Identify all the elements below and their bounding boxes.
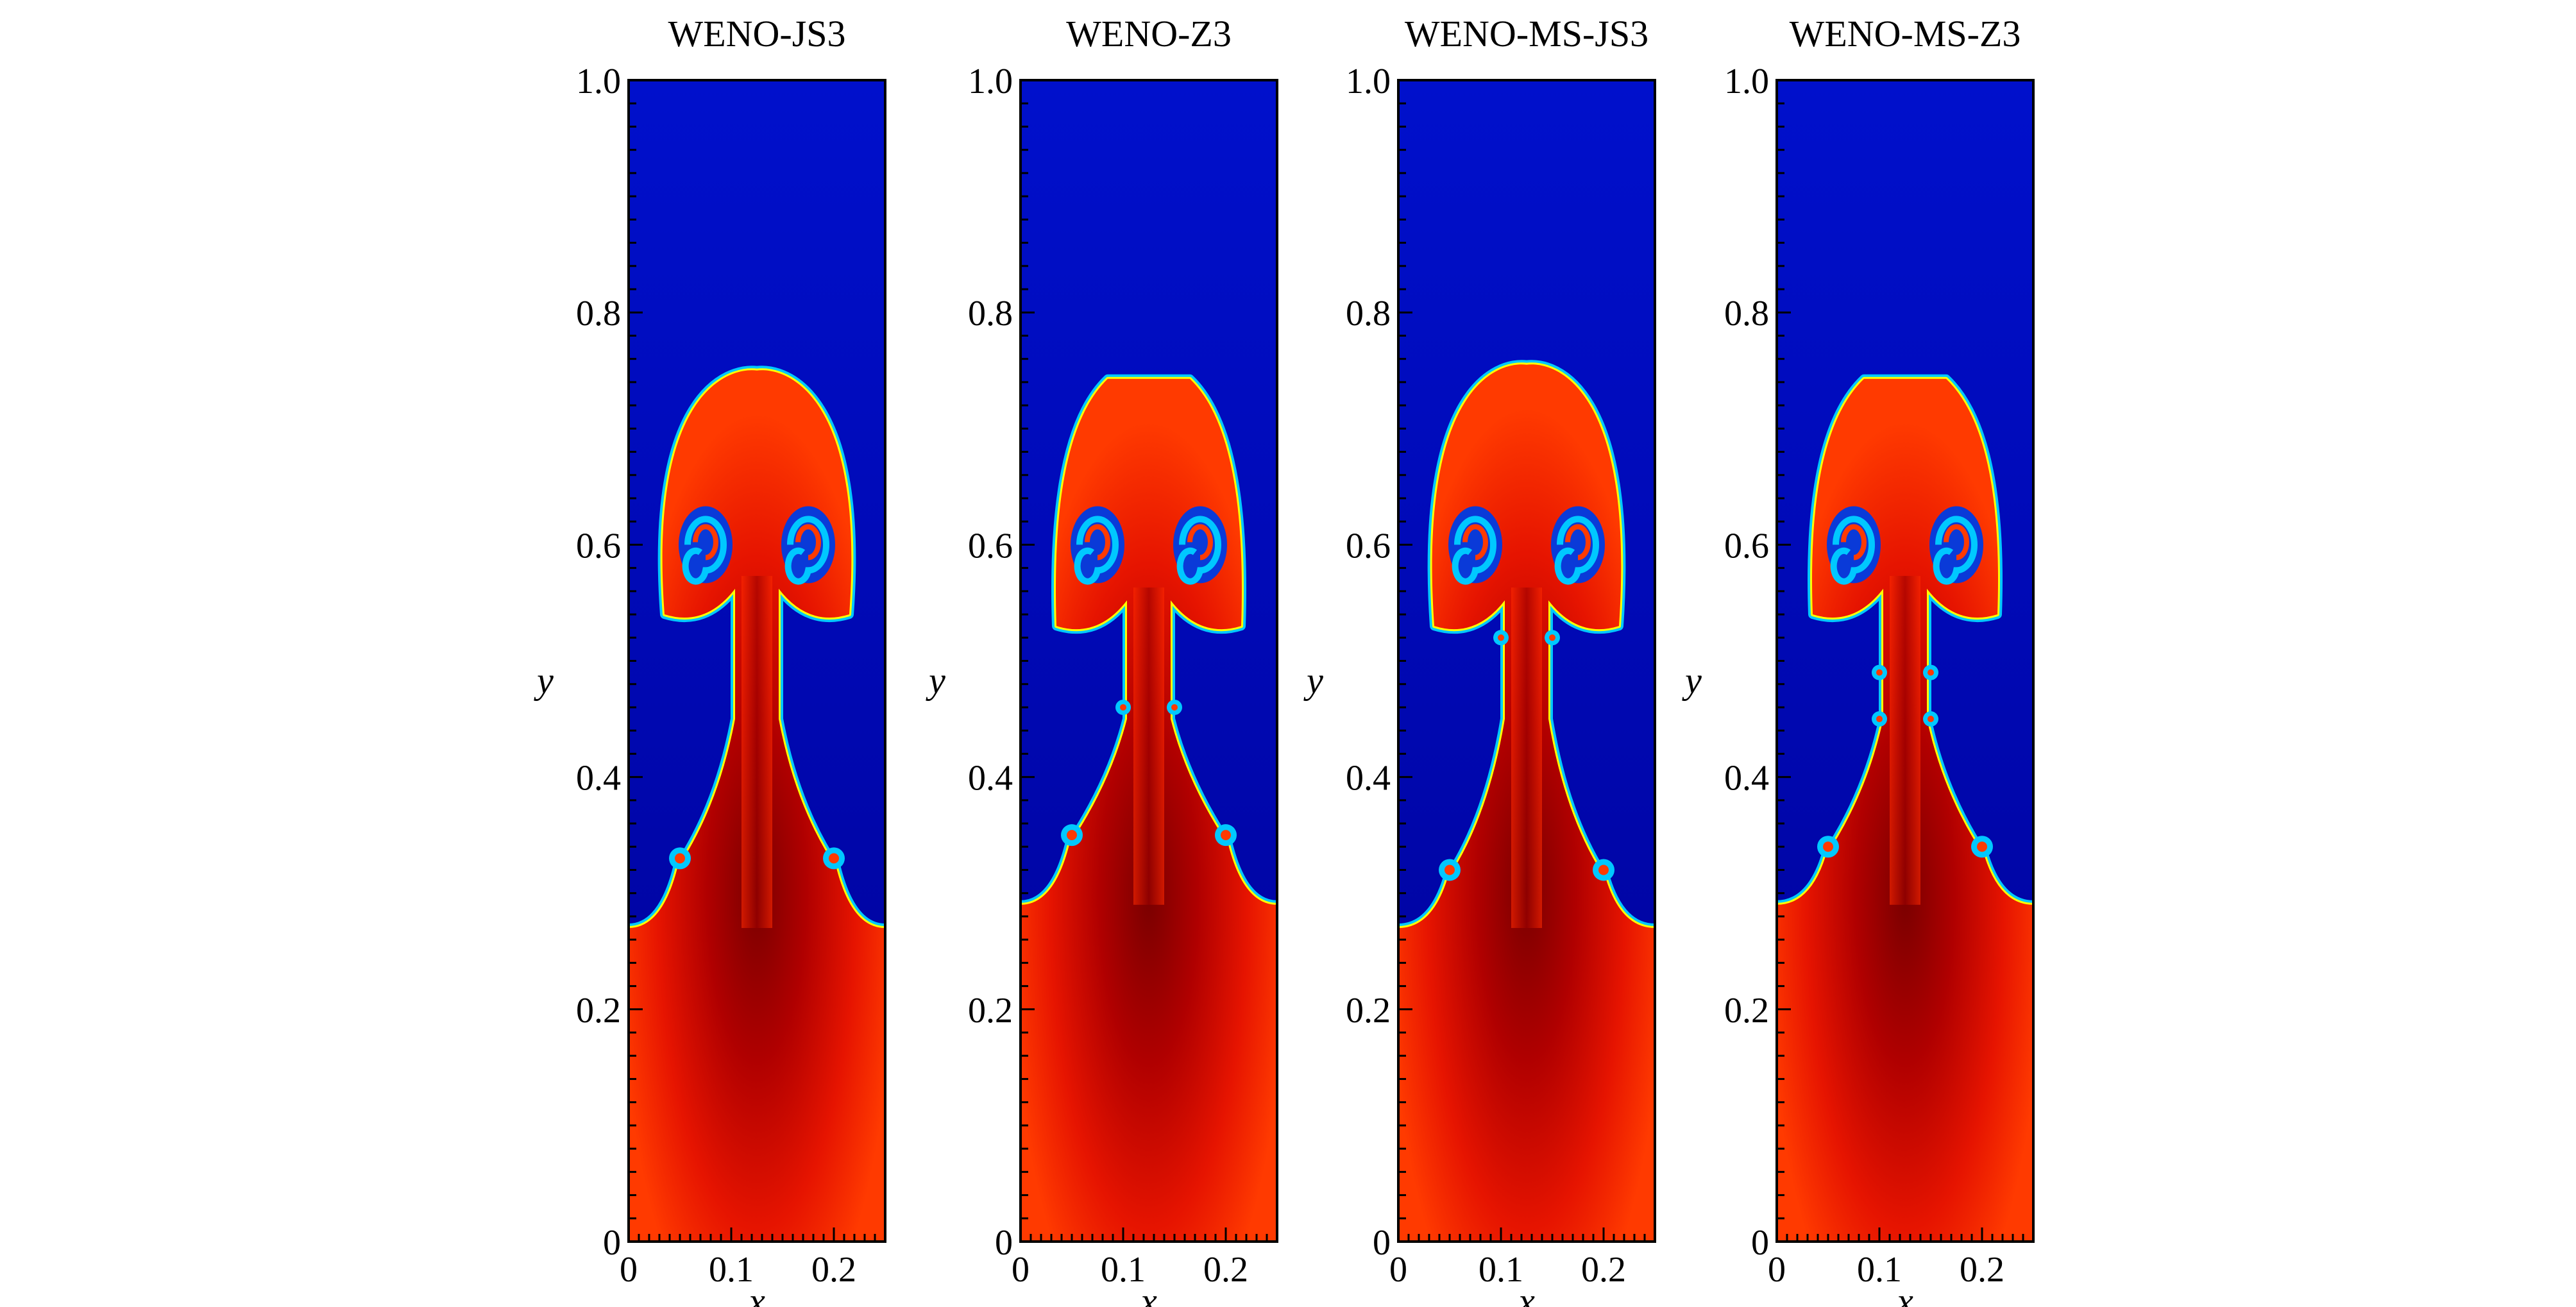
vortex-spiral [1933,516,1978,585]
x-tick-label: 0 [620,1250,638,1290]
stem-roll-core [1928,716,1934,723]
stem-roll-core [1928,669,1934,676]
y-tick-label: 0.6 [968,526,1013,566]
stem-core [1890,576,1920,905]
y-tick-label: 0 [1373,1223,1391,1263]
y-tick-label: 0.4 [968,759,1013,798]
y-tick-label: 0.2 [968,991,1013,1031]
density-field [1398,80,1655,1242]
x-tick-label: 0 [1768,1250,1786,1290]
small-roll-core [1977,841,1987,852]
density-field [1777,80,2033,1242]
panel-title: WENO-MS-JS3 [1405,13,1648,55]
stem-core [1133,587,1164,905]
y-tick-label: 1.0 [1346,62,1391,101]
x-tick-label: 0 [1389,1250,1407,1290]
vortex-spiral-core [1085,524,1110,561]
vortex-spiral-core [1187,524,1213,561]
small-roll-core [1221,830,1231,841]
small-roll-core [1823,841,1833,852]
density-field [629,80,885,1242]
panel-2: 0 0.1 0.2 0 0.2 0.4 0.6 0.8 1.0 x y WENO-Z3 [926,13,1278,1307]
y-tick-label: 1.0 [576,62,621,101]
panel-title: WENO-JS3 [668,13,845,55]
vortex-spiral [784,516,829,585]
y-tick-label: 0.2 [1346,991,1391,1031]
vortex-spiral-core [1565,524,1591,561]
vortex-spiral [682,516,727,585]
y-tick-label: 0.4 [576,759,621,798]
y-tick-label: 0.6 [576,526,621,566]
y-axis-label: y [1303,660,1323,702]
x-axis-label: x [1140,1280,1157,1307]
vortex-spiral-core [795,524,821,561]
vortex-spiral-core [1944,524,1969,561]
panel-title: WENO-Z3 [1066,13,1232,55]
stem-roll-core [1876,716,1883,723]
vortex-spiral-core [693,524,718,561]
y-tick-label: 0.4 [1346,759,1391,798]
small-roll-core [829,853,839,864]
panel-title: WENO-MS-Z3 [1790,13,2021,55]
vortex-spiral [1176,516,1221,585]
vortex-spiral [1074,516,1119,585]
vortex-spiral [1830,516,1875,585]
density-field [1021,80,1277,1242]
y-axis-label: y [534,660,554,702]
x-axis-label: x [1896,1280,1913,1307]
small-roll-core [675,853,685,864]
y-tick-label: 0.8 [576,294,621,333]
stem-roll-core [1549,634,1555,641]
x-tick-label: 0.1 [1479,1250,1523,1290]
vortex-spiral [1554,516,1599,585]
y-tick-label: 1.0 [968,62,1013,101]
y-tick-label: 0.4 [1724,759,1769,798]
y-tick-label: 0.8 [1724,294,1769,333]
x-tick-label: 0.2 [1960,1250,2004,1290]
y-tick-label: 0.6 [1346,526,1391,566]
y-tick-label: 0 [1751,1223,1769,1263]
x-tick-label: 0.2 [1203,1250,1248,1290]
stem-core [1511,587,1542,929]
stem-core [741,576,772,929]
y-tick-label: 0.2 [1724,991,1769,1031]
panel-3: 0 0.1 0.2 0 0.2 0.4 0.6 0.8 1.0 x y WENO-MS-JS3 [1303,13,1656,1307]
x-tick-label: 0.1 [709,1250,754,1290]
vortex-spiral-core [1462,524,1488,561]
stem-roll-core [1171,704,1178,711]
x-tick-label: 0.2 [1581,1250,1626,1290]
vortex-spiral [1452,516,1496,585]
small-roll-core [1598,864,1609,875]
y-axis-label: y [1682,660,1702,702]
y-tick-label: 0.6 [1724,526,1769,566]
panel-1: 0 0.1 0.2 0 0.2 0.4 0.6 0.8 1.0 x y WENO-JS3 [534,13,886,1307]
small-roll-core [1445,864,1455,875]
x-tick-label: 0.1 [1101,1250,1146,1290]
stem-roll-core [1876,669,1883,676]
y-tick-label: 1.0 [1724,62,1769,101]
x-axis-label: x [748,1280,765,1307]
stem-roll-core [1498,634,1504,641]
stem-roll-core [1120,704,1126,711]
y-tick-label: 0 [995,1223,1013,1263]
vortex-spiral-core [1841,524,1867,561]
panel-4: 0 0.1 0.2 0 0.2 0.4 0.6 0.8 1.0 x y WENO-MS-Z3 [1682,13,2035,1307]
y-tick-label: 0.8 [1346,294,1391,333]
x-axis-label: x [1518,1280,1535,1307]
y-tick-label: 0 [603,1223,621,1263]
y-tick-label: 0.8 [968,294,1013,333]
small-roll-core [1067,830,1077,841]
y-axis-label: y [926,660,945,702]
x-tick-label: 0.2 [811,1250,856,1290]
x-tick-label: 0 [1012,1250,1030,1290]
y-tick-label: 0.2 [576,991,621,1031]
x-tick-label: 0.1 [1857,1250,1902,1290]
